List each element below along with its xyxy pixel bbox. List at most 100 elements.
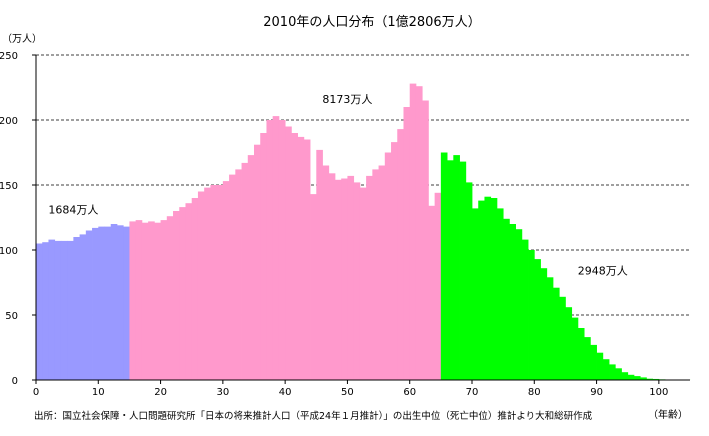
bar — [160, 220, 168, 380]
bar — [235, 169, 242, 380]
bar — [197, 191, 205, 380]
bar — [54, 240, 62, 380]
bar — [652, 378, 660, 380]
bar — [484, 196, 492, 380]
x-tick-labels: 0 10 20 30 40 50 60 70 80 90 100 — [33, 380, 668, 398]
bar — [440, 152, 448, 380]
bar — [646, 378, 654, 380]
bar — [92, 227, 99, 380]
bar — [559, 296, 566, 380]
bar — [609, 364, 616, 380]
bar — [48, 239, 56, 380]
bars — [36, 83, 691, 380]
bar — [222, 181, 230, 380]
bar — [185, 203, 193, 380]
bar — [472, 208, 479, 380]
bar — [254, 144, 261, 380]
bar — [602, 359, 610, 380]
bar — [627, 374, 635, 380]
chart-title: 2010年の人口分布（1億2806万人） — [263, 14, 480, 30]
bar — [110, 224, 118, 380]
bar — [577, 328, 585, 380]
x-tick-label: 70 — [466, 387, 479, 398]
bar — [521, 239, 529, 380]
axes — [35, 55, 690, 381]
bar — [615, 368, 622, 380]
bar — [316, 149, 323, 380]
x-axis-label: （年齢） — [648, 408, 688, 421]
source-note: 出所：国立社会保障・人口問題研究所「日本の将来推計人口（平成24年１月推計）」の… — [34, 410, 593, 422]
y-axis-label: （万人） — [2, 33, 42, 45]
y-tick-label: 200 — [0, 116, 18, 127]
bar — [447, 160, 454, 380]
x-tick-label: 60 — [403, 387, 416, 398]
x-tick-label: 80 — [528, 387, 541, 398]
bar — [73, 237, 80, 380]
bar — [534, 259, 541, 380]
bar — [179, 207, 186, 380]
bar — [621, 372, 629, 380]
bar — [384, 152, 392, 380]
y-tick-label: 250 — [0, 51, 18, 62]
bar — [229, 174, 236, 380]
bar — [397, 129, 404, 380]
bar — [496, 208, 504, 380]
x-tick-label: 30 — [216, 387, 229, 398]
bar — [434, 192, 442, 380]
bar — [116, 225, 124, 380]
bar — [503, 218, 510, 380]
bar — [310, 194, 317, 380]
bar — [129, 221, 137, 380]
bar — [633, 376, 641, 380]
bar — [565, 307, 573, 380]
bar — [42, 242, 49, 380]
bar — [359, 187, 367, 380]
bar — [141, 222, 149, 380]
y-tick-label: 100 — [0, 246, 18, 257]
bar — [540, 268, 548, 380]
bar — [571, 317, 579, 380]
bar — [596, 352, 604, 380]
y-tick-label: 0 — [12, 376, 18, 387]
bar — [241, 162, 249, 380]
bar — [366, 175, 373, 380]
bar — [204, 187, 211, 380]
bar — [353, 182, 361, 380]
bar — [509, 224, 516, 380]
bar — [453, 155, 460, 380]
bar — [123, 226, 130, 380]
bar — [490, 198, 498, 380]
bar — [135, 220, 143, 380]
bar — [210, 185, 218, 380]
bar — [515, 229, 523, 380]
group-total-label: 8173万人 — [322, 93, 372, 106]
bar — [409, 83, 417, 380]
bar — [104, 226, 112, 380]
bar — [422, 100, 429, 380]
bar — [584, 337, 591, 380]
bar — [552, 287, 560, 380]
y-tick-label: 50 — [5, 311, 18, 322]
bar — [328, 173, 336, 380]
bar — [148, 221, 155, 380]
bar — [415, 86, 423, 380]
bar — [36, 243, 43, 380]
x-tick-label: 90 — [590, 387, 603, 398]
x-tick-label: 40 — [279, 387, 292, 398]
group-labels: 1684万人 8173万人 2948万人 — [48, 93, 627, 278]
bar — [216, 185, 224, 380]
bar — [341, 178, 348, 380]
bar — [266, 120, 274, 380]
bar — [428, 205, 436, 380]
bar — [334, 179, 342, 380]
bar — [478, 200, 485, 380]
group-total-label: 2948万人 — [578, 265, 628, 278]
x-tick-label: 100 — [649, 387, 668, 398]
bar — [297, 136, 305, 380]
bar — [528, 250, 535, 380]
group-total-label: 1684万人 — [48, 204, 98, 217]
bar — [166, 216, 174, 380]
bar — [465, 182, 473, 380]
bar — [347, 175, 355, 380]
